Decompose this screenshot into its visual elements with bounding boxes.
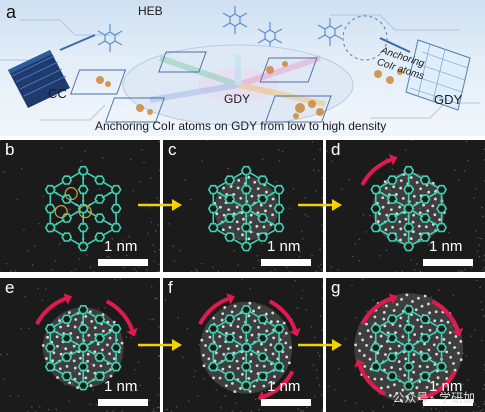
scale-bar-label: 1 nm <box>429 238 463 255</box>
stem-panel-c: c 1 nm <box>163 140 323 272</box>
scale-bar-label: 1 nm <box>267 378 301 395</box>
panel-letter: e <box>5 278 15 297</box>
gdy-sheet-icon <box>405 39 471 111</box>
scale-bar <box>423 399 473 406</box>
panel-letter: b <box>5 140 15 159</box>
panel-letter: d <box>331 140 341 159</box>
gdy-lattice-overlay <box>0 140 160 272</box>
panel-a-caption: Anchoring CoIr atoms on GDY from low to … <box>95 119 387 133</box>
stem-panel-e: e 1 nm <box>0 278 160 412</box>
stem-panel-d: d 1 nm <box>326 140 485 272</box>
scale-bar-label: 1 nm <box>267 238 301 255</box>
gdy-lattice-overlay <box>327 278 485 412</box>
gdy-lattice-overlay <box>164 278 323 412</box>
scale-bar <box>261 259 311 266</box>
cc-label: CC <box>48 86 67 101</box>
heb-label: HEB <box>138 4 163 18</box>
scale-bar-label: 1 nm <box>104 238 138 255</box>
carbon-cloth-icon <box>8 50 70 108</box>
scale-bar <box>98 399 148 406</box>
gdy-lattice-overlay <box>326 140 485 272</box>
watermark: 公众号 · 学研加 <box>392 391 475 405</box>
panel-a-schematic: a HEB CC GDY GDY Anchoring CoIr atoms An… <box>0 0 485 136</box>
gdy-lattice-overlay <box>0 278 160 412</box>
scale-bar <box>423 259 473 266</box>
gdy-right-label: GDY <box>434 92 463 107</box>
scale-bar-label: 1 nm <box>429 378 463 395</box>
panel-letter-a: a <box>6 2 17 22</box>
stem-panel-b: b 1 nm <box>0 140 160 272</box>
gdy-center-label: GDY <box>224 92 251 106</box>
step-arrow-c-d <box>298 199 342 211</box>
gdy-lattice-overlay <box>163 140 323 272</box>
stem-panel-g: g 1 nm <box>326 278 485 412</box>
step-arrow-f-g <box>298 339 342 351</box>
scale-bar <box>98 259 148 266</box>
scale-bar <box>261 399 311 406</box>
panel-letter: g <box>331 278 341 297</box>
schematic-graphic <box>0 6 480 126</box>
step-arrow-b-c <box>138 199 182 211</box>
scale-bar-label: 1 nm <box>104 378 138 395</box>
panel-letter: f <box>168 278 173 297</box>
stem-panel-f: f 1 nm <box>163 278 323 412</box>
heb-molecule-icon <box>97 6 343 52</box>
panel-letter: c <box>168 140 177 159</box>
step-arrow-e-f <box>138 339 182 351</box>
